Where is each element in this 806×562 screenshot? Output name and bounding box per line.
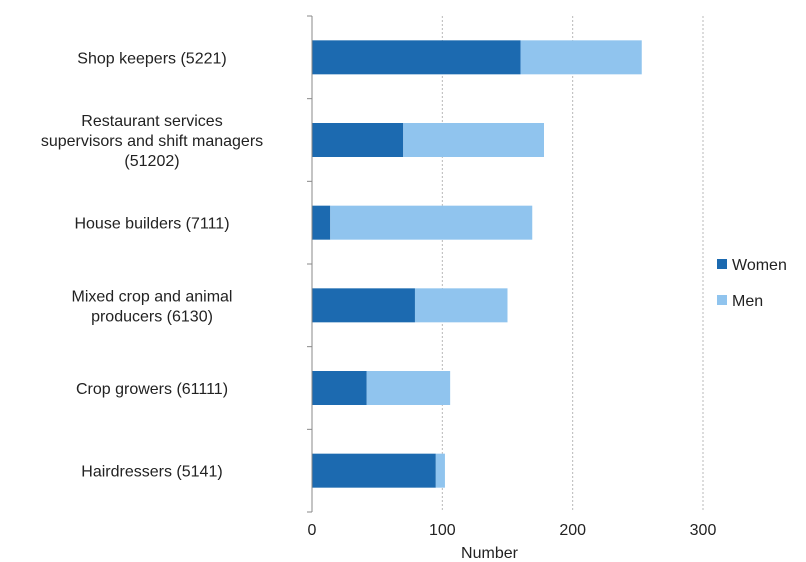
category-label-4: Crop growers (61111) <box>76 381 228 398</box>
category-label-5: Hairdressers (5141) <box>81 464 222 481</box>
category-label-line: House builders (7111) <box>74 216 229 233</box>
category-label-line: Restaurant services <box>81 113 222 130</box>
bar-women-1 <box>312 123 404 157</box>
category-label-line: (51202) <box>124 153 179 170</box>
bar-men-5 <box>435 453 445 488</box>
bar-men-1 <box>403 123 544 157</box>
x-tick-label-1: 100 <box>429 522 456 539</box>
category-label-line: Mixed crop and animal <box>72 288 233 305</box>
category-label-line: producers (6130) <box>91 308 213 325</box>
category-label-line: supervisors and shift managers <box>41 133 263 150</box>
category-label-line: Crop growers (61111) <box>76 381 228 398</box>
bar-men-2 <box>330 205 533 240</box>
x-tick-label-3: 300 <box>690 522 717 539</box>
bar-men-0 <box>520 40 642 75</box>
legend-swatch-men <box>717 295 727 305</box>
legend: Women Men <box>717 257 787 310</box>
legend-swatch-women <box>717 259 727 269</box>
bar-women-4 <box>312 371 367 405</box>
legend-label-men: Men <box>732 293 763 310</box>
bar-women-3 <box>312 288 415 323</box>
x-tick-labels: 0 100 200 300 <box>308 522 717 539</box>
category-label-1: Restaurant services supervisors and shift… <box>41 113 263 170</box>
gridlines <box>441 16 704 512</box>
bars <box>312 40 642 488</box>
bar-women-5 <box>312 453 436 488</box>
x-tick-label-2: 200 <box>559 522 586 539</box>
category-label-line: Shop keepers (5221) <box>77 50 226 67</box>
y-axis-ticks <box>307 15 312 513</box>
x-tick-label-0: 0 <box>308 522 317 539</box>
category-labels: Shop keepers (5221) Restaurant services su… <box>41 50 263 480</box>
category-label-2: House builders (7111) <box>74 216 229 233</box>
x-axis-title: Number <box>461 545 519 562</box>
bar-women-0 <box>312 40 521 75</box>
bar-men-3 <box>414 288 508 323</box>
legend-label-women: Women <box>732 257 787 274</box>
bar-men-4 <box>366 371 451 405</box>
bar-women-2 <box>312 205 331 240</box>
category-label-3: Mixed crop and animal producers (6130) <box>72 288 233 325</box>
category-label-0: Shop keepers (5221) <box>77 50 226 67</box>
category-label-line: Hairdressers (5141) <box>81 464 222 481</box>
